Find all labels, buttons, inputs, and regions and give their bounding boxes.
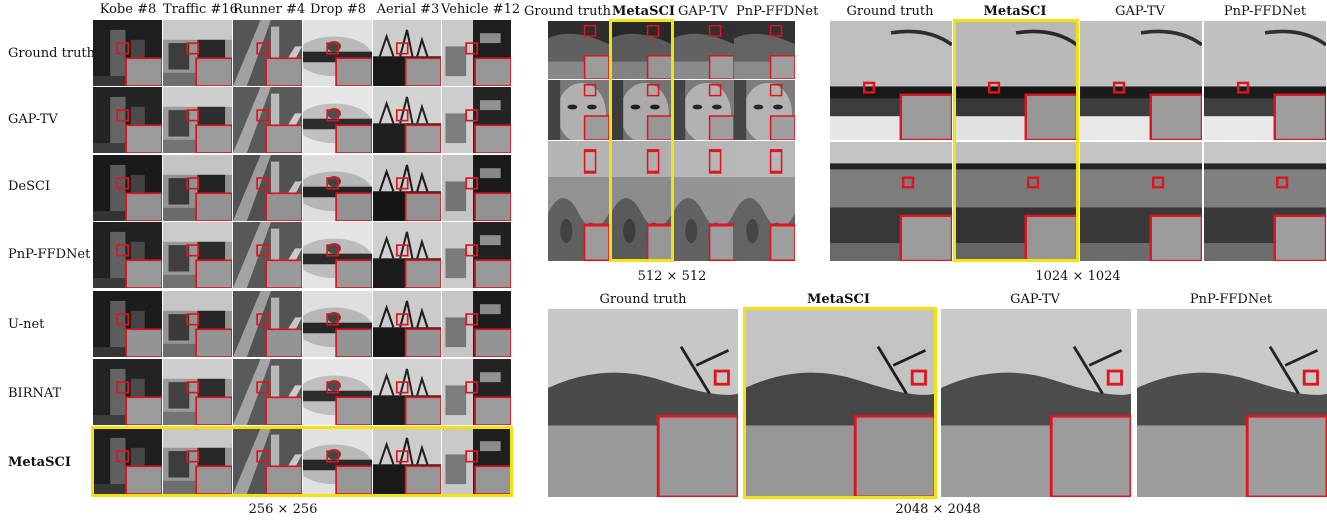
tile-512-gap-tv-1 bbox=[673, 21, 734, 79]
col-header-1024-pnp-ffdnet: PnP-FFDNet bbox=[1223, 4, 1307, 19]
tile-512-pnp-ffdnet-3 bbox=[734, 141, 795, 261]
col-header-512-metasci: MetaSCI bbox=[612, 4, 675, 19]
tile-256-ground-truth-aerial-3 bbox=[373, 20, 441, 86]
tile-512-ground-truth-2 bbox=[548, 80, 609, 140]
tile-256-birnat-aerial-3 bbox=[373, 359, 441, 425]
tile-256-ground-truth-vehicle-12 bbox=[442, 20, 511, 86]
tile-256-birnat-traffic-16 bbox=[163, 359, 232, 425]
tile-256-pnp-ffdnet-vehicle-12 bbox=[442, 222, 511, 288]
tile-1024-pnp-ffdnet-2 bbox=[1204, 142, 1326, 261]
tile-512-pnp-ffdnet-1 bbox=[734, 21, 795, 79]
row-label-birnat: BIRNAT bbox=[8, 386, 62, 401]
tile-256-gap-tv-drop-8 bbox=[303, 87, 372, 153]
tile-256-desci-drop-8 bbox=[303, 155, 372, 221]
col-header-512-ground-truth: Ground truth bbox=[524, 4, 612, 19]
tile-256-pnp-ffdnet-drop-8 bbox=[303, 222, 372, 288]
tile-256-ground-truth-runner-4 bbox=[233, 20, 302, 86]
tile-256-metasci-aerial-3 bbox=[373, 428, 441, 494]
col-header-traffic: Traffic #16 bbox=[163, 2, 238, 17]
tile-256-pnp-ffdnet-aerial-3 bbox=[373, 222, 441, 288]
caption-512: 512 × 512 bbox=[637, 269, 707, 284]
tile-512-gap-tv-2 bbox=[673, 80, 734, 140]
tile-1024-gap-tv-1 bbox=[1080, 21, 1202, 140]
tile-256-metasci-runner-4 bbox=[233, 428, 302, 494]
col-header-1024-ground-truth: Ground truth bbox=[846, 4, 934, 19]
tile-512-pnp-ffdnet-2 bbox=[734, 80, 795, 140]
tile-256-gap-tv-runner-4 bbox=[233, 87, 302, 153]
tile-512-metasci-3 bbox=[611, 141, 672, 261]
col-header-512-gap-tv: GAP-TV bbox=[678, 4, 728, 19]
tile-512-metasci-2 bbox=[611, 80, 672, 140]
tile-256-pnp-ffdnet-traffic-16 bbox=[163, 222, 232, 288]
tile-256-metasci-traffic-16 bbox=[163, 428, 232, 494]
col-header-vehicle: Vehicle #12 bbox=[441, 2, 521, 17]
col-header-2048-ground-truth: Ground truth bbox=[599, 292, 687, 307]
tile-256-ground-truth-drop-8 bbox=[303, 20, 372, 86]
col-header-kobe: Kobe #8 bbox=[99, 2, 157, 17]
tile-1024-pnp-ffdnet-1 bbox=[1204, 21, 1326, 140]
tile-256-gap-tv-traffic-16 bbox=[163, 87, 232, 153]
row-label-desci: DeSCI bbox=[8, 179, 51, 194]
col-header-512-pnp-ffdnet: PnP-FFDNet bbox=[736, 4, 819, 19]
tile-512-gap-tv-3 bbox=[673, 141, 734, 261]
tile-256-birnat-drop-8 bbox=[303, 359, 372, 425]
tile-1024-gap-tv-2 bbox=[1080, 142, 1202, 261]
col-header-drop: Drop #8 bbox=[309, 2, 367, 17]
tile-1024-metasci-2 bbox=[955, 142, 1077, 261]
tile-256-desci-runner-4 bbox=[233, 155, 302, 221]
tile-1024-ground-truth-2 bbox=[830, 142, 952, 261]
caption-1024: 1024 × 1024 bbox=[1035, 269, 1121, 284]
tile-256-pnp-ffdnet-runner-4 bbox=[233, 222, 302, 288]
tile-256-u-net-drop-8 bbox=[303, 291, 372, 357]
tile-2048-pnp-ffdnet bbox=[1137, 309, 1327, 497]
col-header-runner: Runner #4 bbox=[233, 2, 306, 17]
tile-256-ground-truth-kobe-8 bbox=[93, 20, 162, 86]
row-label-ground-truth: Ground truth bbox=[8, 46, 96, 61]
tile-512-ground-truth-1 bbox=[548, 21, 609, 79]
tile-256-metasci-kobe-8 bbox=[93, 428, 162, 494]
col-header-2048-gap-tv: GAP-TV bbox=[1010, 292, 1060, 307]
row-label-metasci: MetaSCI bbox=[8, 455, 71, 470]
col-header-aerial: Aerial #3 bbox=[376, 2, 440, 17]
tile-256-gap-tv-vehicle-12 bbox=[442, 87, 511, 153]
tile-256-metasci-vehicle-12 bbox=[442, 428, 511, 494]
tile-256-gap-tv-aerial-3 bbox=[373, 87, 441, 153]
tile-256-birnat-kobe-8 bbox=[93, 359, 162, 425]
row-label-gap-tv: GAP-TV bbox=[8, 112, 58, 127]
tile-256-u-net-runner-4 bbox=[233, 291, 302, 357]
tile-512-ground-truth-3 bbox=[548, 141, 609, 261]
tile-256-u-net-kobe-8 bbox=[93, 291, 162, 357]
tile-256-gap-tv-kobe-8 bbox=[93, 87, 162, 153]
tile-256-u-net-aerial-3 bbox=[373, 291, 441, 357]
tile-256-metasci-drop-8 bbox=[303, 428, 372, 494]
caption-2048: 2048 × 2048 bbox=[895, 502, 981, 517]
tile-256-u-net-traffic-16 bbox=[163, 291, 232, 357]
tile-512-metasci-1 bbox=[611, 21, 672, 79]
tile-256-desci-aerial-3 bbox=[373, 155, 441, 221]
tile-1024-ground-truth-1 bbox=[830, 21, 952, 140]
row-label-pnp-ffdnet: PnP-FFDNet bbox=[8, 247, 91, 262]
col-header-2048-pnp-ffdnet: PnP-FFDNet bbox=[1189, 292, 1273, 307]
row-label-u-net: U-net bbox=[8, 317, 45, 332]
tile-2048-ground-truth bbox=[548, 309, 738, 497]
tile-1024-metasci-1 bbox=[955, 21, 1077, 140]
tile-256-birnat-runner-4 bbox=[233, 359, 302, 425]
tile-256-u-net-vehicle-12 bbox=[442, 291, 511, 357]
tile-256-desci-vehicle-12 bbox=[442, 155, 511, 221]
col-header-1024-gap-tv: GAP-TV bbox=[1115, 4, 1165, 19]
tile-256-pnp-ffdnet-kobe-8 bbox=[93, 222, 162, 288]
tile-256-ground-truth-traffic-16 bbox=[163, 20, 232, 86]
col-header-1024-metasci: MetaSCI bbox=[983, 4, 1047, 19]
col-header-2048-metasci: MetaSCI bbox=[807, 292, 870, 307]
tile-256-birnat-vehicle-12 bbox=[442, 359, 511, 425]
tile-2048-gap-tv bbox=[941, 309, 1131, 497]
tile-2048-metasci bbox=[745, 309, 935, 497]
caption-256: 256 × 256 bbox=[248, 502, 318, 517]
tile-256-desci-traffic-16 bbox=[163, 155, 232, 221]
tile-256-desci-kobe-8 bbox=[93, 155, 162, 221]
